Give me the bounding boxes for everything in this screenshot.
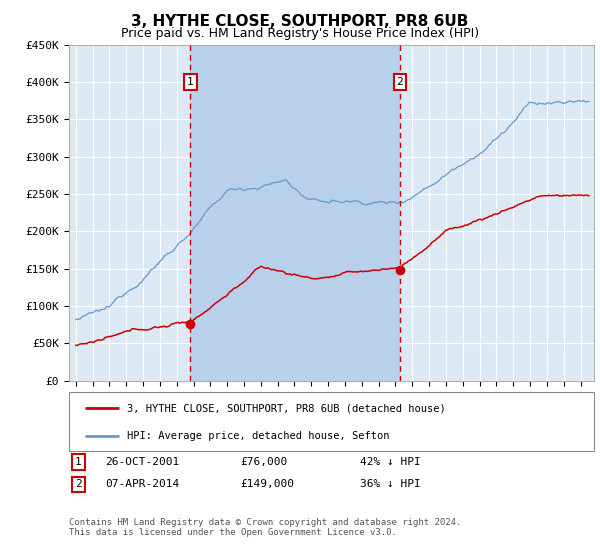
Text: 1: 1: [187, 77, 194, 87]
Text: 07-APR-2014: 07-APR-2014: [105, 479, 179, 489]
Text: 36% ↓ HPI: 36% ↓ HPI: [360, 479, 421, 489]
Text: 42% ↓ HPI: 42% ↓ HPI: [360, 457, 421, 467]
FancyBboxPatch shape: [69, 392, 594, 451]
Text: Contains HM Land Registry data © Crown copyright and database right 2024.
This d: Contains HM Land Registry data © Crown c…: [69, 518, 461, 538]
Text: Price paid vs. HM Land Registry's House Price Index (HPI): Price paid vs. HM Land Registry's House …: [121, 27, 479, 40]
Text: 2: 2: [75, 479, 82, 489]
Text: 3, HYTHE CLOSE, SOUTHPORT, PR8 6UB (detached house): 3, HYTHE CLOSE, SOUTHPORT, PR8 6UB (deta…: [127, 403, 445, 413]
Text: £149,000: £149,000: [240, 479, 294, 489]
Text: HPI: Average price, detached house, Sefton: HPI: Average price, detached house, Seft…: [127, 431, 389, 441]
Text: 26-OCT-2001: 26-OCT-2001: [105, 457, 179, 467]
Text: 3, HYTHE CLOSE, SOUTHPORT, PR8 6UB: 3, HYTHE CLOSE, SOUTHPORT, PR8 6UB: [131, 14, 469, 29]
Text: £76,000: £76,000: [240, 457, 287, 467]
Text: 2: 2: [397, 77, 403, 87]
Text: 1: 1: [75, 457, 82, 467]
Bar: [190, 45, 400, 381]
